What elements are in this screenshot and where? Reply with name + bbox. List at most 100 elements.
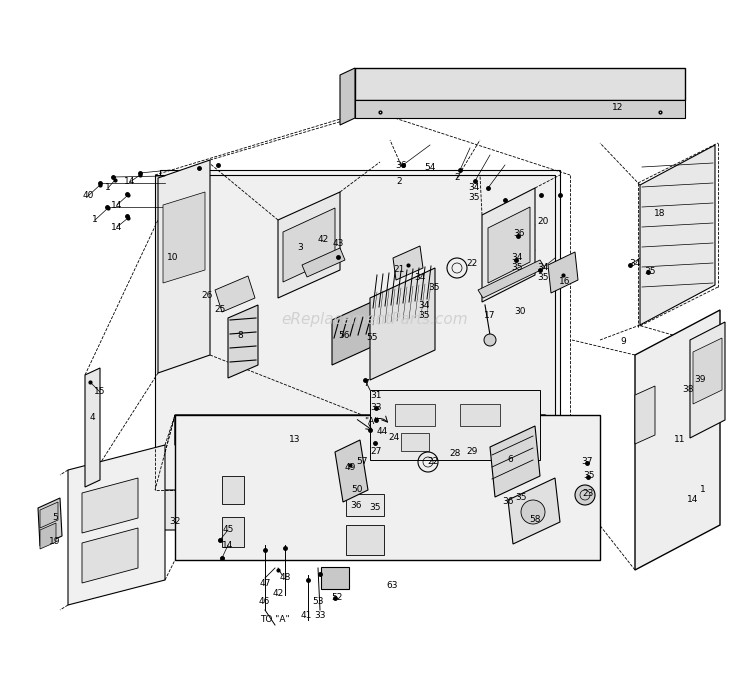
Text: 15: 15 — [94, 387, 106, 396]
Polygon shape — [508, 478, 560, 544]
Polygon shape — [82, 528, 138, 583]
Polygon shape — [215, 276, 255, 312]
Polygon shape — [635, 386, 655, 444]
Text: 1: 1 — [92, 215, 98, 224]
Text: 20: 20 — [537, 217, 549, 226]
Text: 34: 34 — [419, 301, 430, 310]
Text: 14: 14 — [222, 540, 234, 549]
Text: 35: 35 — [537, 273, 549, 282]
Polygon shape — [82, 478, 138, 533]
Text: TO "A": TO "A" — [260, 616, 290, 624]
Polygon shape — [158, 160, 210, 373]
Polygon shape — [370, 268, 435, 380]
Bar — [321, 567, 349, 589]
Text: 45: 45 — [222, 526, 234, 535]
Text: 35: 35 — [419, 312, 430, 321]
Text: 46: 46 — [258, 598, 270, 607]
Polygon shape — [228, 305, 258, 378]
Polygon shape — [640, 145, 715, 325]
Text: 34: 34 — [468, 184, 480, 192]
Polygon shape — [155, 175, 555, 490]
Text: 63: 63 — [386, 582, 398, 591]
Polygon shape — [160, 170, 560, 490]
Text: 48: 48 — [279, 573, 291, 582]
Circle shape — [521, 500, 545, 524]
Text: 35: 35 — [369, 503, 381, 512]
Text: 14: 14 — [111, 222, 123, 231]
Polygon shape — [355, 68, 685, 100]
Text: 33: 33 — [314, 610, 326, 619]
Text: 1: 1 — [700, 486, 706, 494]
Text: 31: 31 — [370, 391, 382, 401]
Text: 35: 35 — [515, 493, 526, 503]
Polygon shape — [85, 368, 100, 487]
Polygon shape — [393, 246, 423, 280]
Text: 35: 35 — [512, 264, 523, 273]
Polygon shape — [302, 248, 345, 277]
Polygon shape — [355, 100, 685, 118]
Text: 36: 36 — [513, 229, 525, 238]
Bar — [222, 517, 244, 547]
Text: 13: 13 — [290, 435, 301, 445]
Text: 17: 17 — [484, 310, 496, 319]
Text: 35: 35 — [468, 194, 480, 203]
Text: 58: 58 — [530, 515, 541, 524]
Polygon shape — [490, 426, 540, 497]
Text: 14: 14 — [687, 496, 699, 505]
Text: 30: 30 — [514, 308, 526, 317]
Text: 28: 28 — [449, 449, 460, 459]
Polygon shape — [548, 252, 578, 293]
Text: 16: 16 — [560, 278, 571, 287]
Text: 26: 26 — [201, 291, 213, 301]
Text: 52: 52 — [332, 593, 343, 603]
Text: 24: 24 — [388, 433, 400, 442]
Polygon shape — [40, 523, 56, 549]
Text: 34: 34 — [537, 264, 549, 273]
Text: 47: 47 — [260, 579, 271, 587]
Polygon shape — [175, 415, 600, 560]
Polygon shape — [370, 390, 540, 460]
Text: 56: 56 — [338, 331, 350, 340]
Text: 22: 22 — [466, 259, 478, 268]
Polygon shape — [482, 188, 535, 302]
Text: 1: 1 — [105, 184, 111, 192]
Text: 35: 35 — [584, 472, 595, 480]
Text: 23: 23 — [582, 489, 594, 498]
Text: 35: 35 — [428, 284, 439, 292]
Text: 19: 19 — [50, 538, 61, 547]
Text: 27: 27 — [370, 447, 382, 456]
Polygon shape — [340, 68, 355, 125]
Polygon shape — [38, 498, 62, 546]
Text: 43: 43 — [332, 240, 344, 249]
Text: 42: 42 — [272, 589, 284, 598]
Text: 36: 36 — [395, 161, 406, 171]
Text: 39: 39 — [694, 375, 706, 384]
Bar — [346, 494, 384, 516]
Circle shape — [484, 334, 496, 346]
Text: 3: 3 — [297, 243, 303, 252]
Text: 36: 36 — [503, 498, 514, 507]
Text: 12: 12 — [612, 103, 624, 113]
Text: 35: 35 — [644, 268, 656, 277]
Text: 41: 41 — [300, 610, 312, 619]
Polygon shape — [478, 260, 545, 298]
Text: 4: 4 — [89, 414, 94, 422]
Text: 21: 21 — [393, 266, 405, 275]
Bar — [395, 404, 435, 426]
Polygon shape — [335, 440, 368, 502]
Text: 9: 9 — [620, 338, 626, 347]
Text: 11: 11 — [674, 435, 686, 445]
Text: 44: 44 — [376, 428, 388, 436]
Text: 14: 14 — [124, 178, 136, 187]
Text: 57: 57 — [356, 458, 368, 466]
Polygon shape — [635, 310, 720, 570]
Text: 6: 6 — [507, 456, 513, 465]
Text: 37: 37 — [581, 458, 592, 466]
Text: 53: 53 — [312, 598, 324, 607]
Text: "A": "A" — [364, 417, 378, 426]
Text: 49: 49 — [344, 463, 355, 473]
Text: 2: 2 — [454, 173, 460, 182]
Polygon shape — [332, 300, 376, 365]
Polygon shape — [283, 208, 335, 282]
Polygon shape — [278, 192, 340, 298]
